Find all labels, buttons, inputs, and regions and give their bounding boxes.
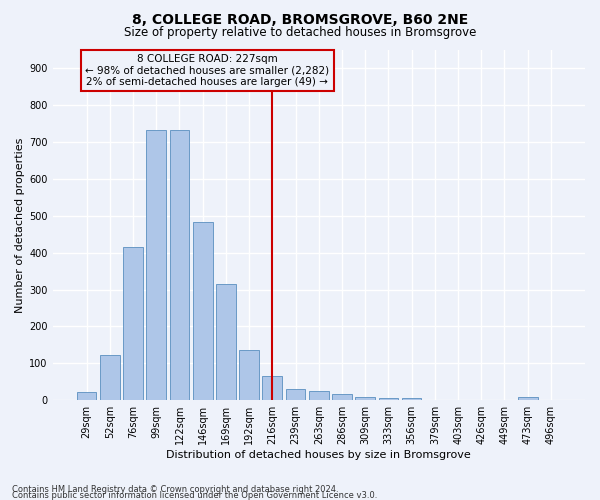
Bar [216, 284, 236, 400]
Bar [332, 394, 352, 400]
Bar [193, 222, 212, 400]
Bar [286, 389, 305, 400]
Text: Contains HM Land Registry data © Crown copyright and database right 2024.: Contains HM Land Registry data © Crown c… [12, 485, 338, 494]
Bar [262, 376, 282, 400]
Bar [100, 355, 119, 400]
Y-axis label: Number of detached properties: Number of detached properties [15, 138, 25, 313]
Text: 8, COLLEGE ROAD, BROMSGROVE, B60 2NE: 8, COLLEGE ROAD, BROMSGROVE, B60 2NE [132, 12, 468, 26]
Text: Contains public sector information licensed under the Open Government Licence v3: Contains public sector information licen… [12, 491, 377, 500]
Bar [170, 130, 190, 400]
Bar [379, 398, 398, 400]
Bar [146, 130, 166, 400]
X-axis label: Distribution of detached houses by size in Bromsgrove: Distribution of detached houses by size … [166, 450, 471, 460]
Bar [355, 396, 375, 400]
Bar [77, 392, 97, 400]
Text: 8 COLLEGE ROAD: 227sqm
← 98% of detached houses are smaller (2,282)
2% of semi-d: 8 COLLEGE ROAD: 227sqm ← 98% of detached… [85, 54, 329, 87]
Bar [309, 391, 329, 400]
Bar [518, 396, 538, 400]
Text: Size of property relative to detached houses in Bromsgrove: Size of property relative to detached ho… [124, 26, 476, 39]
Bar [123, 247, 143, 400]
Bar [239, 350, 259, 400]
Bar [402, 398, 421, 400]
